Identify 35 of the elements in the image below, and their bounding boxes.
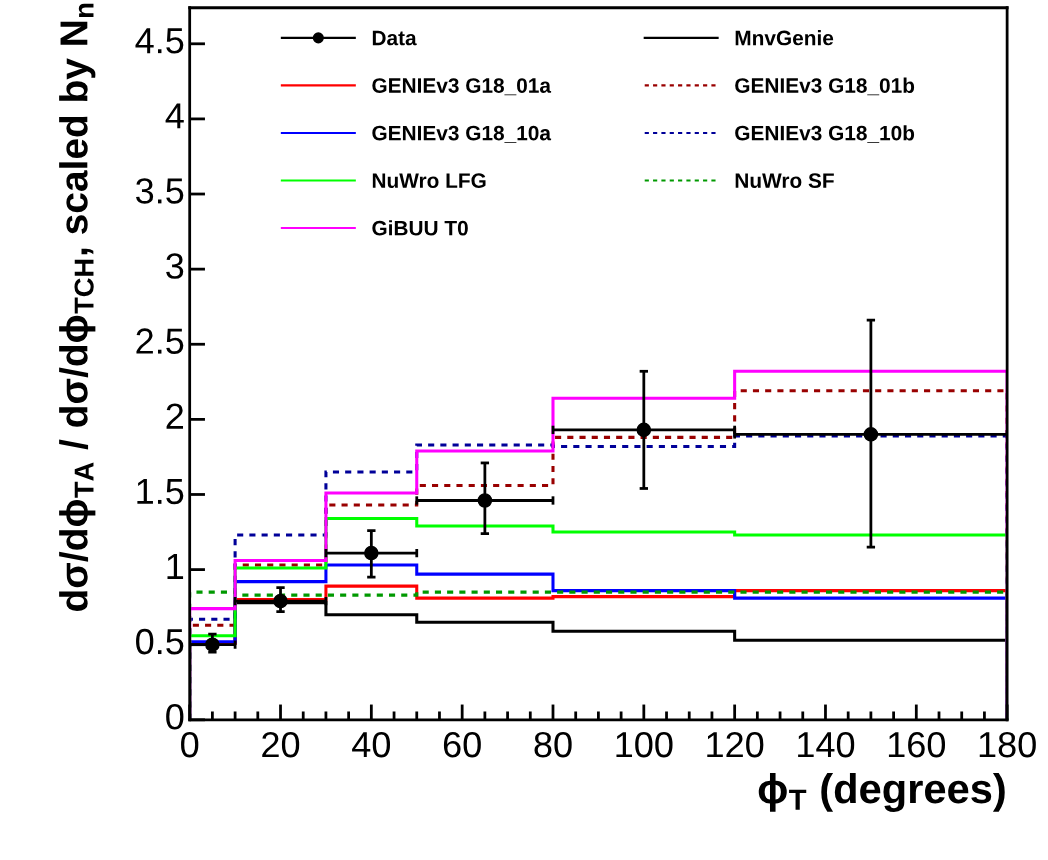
- x-tick-label: 160: [888, 731, 946, 758]
- y-tick-label: 2: [166, 403, 184, 429]
- x-tick-label: 120: [707, 731, 764, 758]
- legend-label: GENIEv3 G18_10b: [735, 125, 915, 143]
- x-tick-label: 100: [616, 731, 673, 758]
- point: [273, 593, 288, 609]
- point: [477, 493, 493, 508]
- legend-label: GENIEv3 G18_10a: [372, 125, 552, 143]
- x-tick-label: 140: [798, 731, 855, 758]
- legend-label: Data: [372, 30, 417, 46]
- y-tick-label: 3: [166, 253, 184, 279]
- y-tick-label: 1: [167, 554, 184, 579]
- point: [863, 427, 879, 442]
- legend-label: GENIEv3 G18_01a: [372, 78, 552, 96]
- y-tick-label: 0.5: [136, 628, 184, 655]
- x-tick-label: 60: [443, 731, 481, 758]
- legend-label: MnvGenie: [735, 30, 834, 46]
- legend-label: NuWro LFG: [372, 173, 486, 188]
- x-tick-label: 80: [534, 731, 572, 758]
- x-axis-title: ϕ$_{T}$ (degrees): [758, 772, 1005, 812]
- legend-label: GENIEv3 G18_01b: [735, 77, 915, 96]
- y-tick-label: 4: [165, 103, 184, 129]
- y-axis-title: dσ/dϕ$_{TA}$ / dσ/dϕ$_{TCH}$, scaled by N$_{n}$: [59, 3, 96, 611]
- y-tick-label: 1.5: [137, 478, 184, 505]
- y-tick-label: 4.5: [135, 28, 184, 54]
- legend-label: NuWro SF: [735, 173, 834, 188]
- x-tick-label: 180: [979, 731, 1036, 758]
- y-tick-label: 3.5: [136, 178, 184, 204]
- legend-label: GiBUU T0: [372, 220, 468, 236]
- x-tick-label: 20: [262, 731, 300, 758]
- point: [364, 545, 379, 561]
- y-tick-label: 0: [166, 703, 184, 730]
- x-tick-label: 40: [352, 731, 391, 758]
- y-tick-label: 2.5: [136, 328, 184, 354]
- point: [636, 422, 652, 438]
